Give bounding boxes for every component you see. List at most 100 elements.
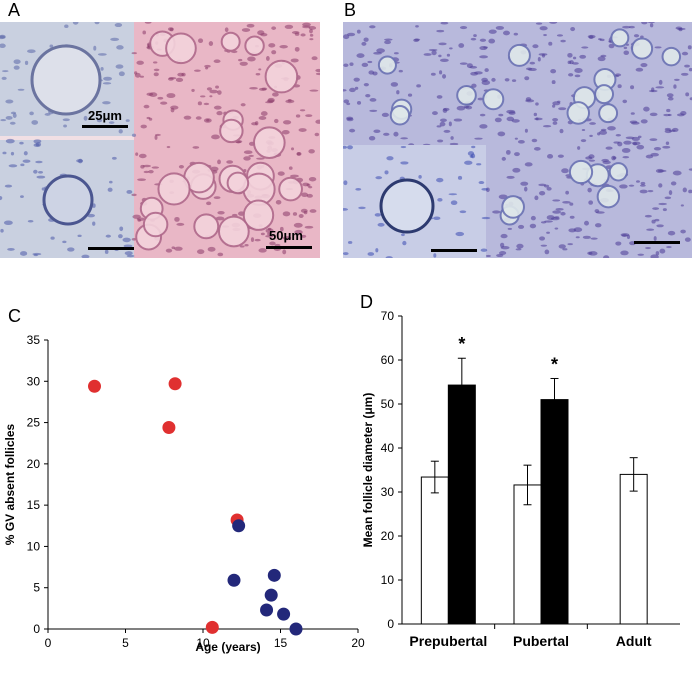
stromal-nucleus xyxy=(136,60,144,65)
stromal-nucleus xyxy=(540,221,547,224)
stromal-nucleus xyxy=(4,184,13,188)
stromal-nucleus xyxy=(243,156,251,161)
stromal-nucleus xyxy=(611,155,616,161)
stromal-nucleus xyxy=(203,118,212,123)
stromal-nucleus xyxy=(35,142,42,147)
stromal-nucleus xyxy=(258,115,267,120)
stromal-nucleus xyxy=(255,73,261,76)
stromal-nucleus xyxy=(111,156,117,160)
stromal-nucleus xyxy=(20,195,24,199)
stromal-nucleus xyxy=(619,184,628,189)
stromal-nucleus xyxy=(501,156,506,161)
stromal-nucleus xyxy=(431,50,437,56)
stromal-nucleus xyxy=(356,101,362,105)
follicle xyxy=(630,37,654,60)
micrograph-b-cells xyxy=(343,22,692,258)
stromal-nucleus xyxy=(293,222,303,228)
stromal-nucleus xyxy=(96,118,103,123)
stromal-nucleus xyxy=(176,222,185,226)
stromal-nucleus xyxy=(44,113,51,116)
stromal-nucleus xyxy=(480,248,488,252)
stromal-nucleus xyxy=(346,116,354,120)
y-tick-label: 10 xyxy=(27,539,41,553)
stromal-nucleus xyxy=(5,115,13,120)
stromal-nucleus xyxy=(107,187,113,192)
stromal-nucleus xyxy=(261,87,268,91)
stromal-nucleus xyxy=(622,25,631,29)
stromal-nucleus xyxy=(274,118,279,124)
y-tick-label: 10 xyxy=(381,573,395,587)
stromal-nucleus xyxy=(625,136,635,140)
stromal-nucleus xyxy=(271,50,277,55)
stromal-nucleus xyxy=(97,53,107,56)
stromal-nucleus xyxy=(481,77,488,82)
y-tick-label: 15 xyxy=(27,498,41,512)
stromal-nucleus xyxy=(213,196,221,200)
stromal-nucleus xyxy=(512,167,521,173)
follicle xyxy=(482,88,505,111)
stromal-nucleus xyxy=(256,157,265,160)
stromal-nucleus xyxy=(599,130,608,135)
stromal-nucleus xyxy=(450,200,458,206)
stromal-nucleus xyxy=(581,128,586,132)
stromal-nucleus xyxy=(374,213,381,217)
stromal-nucleus xyxy=(672,170,682,176)
stromal-nucleus xyxy=(664,196,672,200)
stromal-nucleus xyxy=(196,249,205,255)
stromal-nucleus xyxy=(102,82,112,85)
stromal-nucleus xyxy=(439,70,443,75)
stromal-nucleus xyxy=(449,142,459,146)
stromal-nucleus xyxy=(532,44,539,49)
stromal-nucleus xyxy=(110,37,120,41)
stromal-nucleus xyxy=(375,248,379,253)
stromal-nucleus xyxy=(561,168,569,174)
scale-label-main: 50μm xyxy=(269,228,303,243)
stromal-nucleus xyxy=(495,25,505,30)
y-axis-title: % GV absent follicles xyxy=(3,423,17,545)
stromal-nucleus xyxy=(349,128,356,133)
stromal-nucleus xyxy=(204,64,211,68)
stromal-nucleus xyxy=(64,24,69,29)
stromal-nucleus xyxy=(24,60,29,65)
stromal-nucleus xyxy=(160,101,168,105)
stromal-nucleus xyxy=(569,202,574,206)
stromal-nucleus xyxy=(479,55,488,59)
stromal-nucleus xyxy=(629,120,638,124)
stromal-nucleus xyxy=(443,129,451,133)
follicle xyxy=(501,195,525,219)
follicle xyxy=(566,101,591,125)
stromal-nucleus xyxy=(367,60,373,64)
stromal-nucleus xyxy=(688,189,692,194)
stromal-nucleus xyxy=(430,72,436,76)
stromal-nucleus xyxy=(655,86,665,89)
follicle xyxy=(608,162,629,182)
stromal-nucleus xyxy=(284,24,294,29)
stromal-nucleus xyxy=(645,154,654,159)
stromal-nucleus xyxy=(562,248,568,251)
stromal-nucleus xyxy=(478,180,485,185)
stromal-nucleus xyxy=(465,105,473,110)
stromal-nucleus xyxy=(565,190,569,195)
stromal-nucleus xyxy=(12,113,17,118)
stromal-nucleus xyxy=(195,116,202,120)
stromal-nucleus xyxy=(622,156,630,159)
stromal-nucleus xyxy=(171,246,176,250)
stromal-nucleus xyxy=(551,80,556,85)
stromal-nucleus xyxy=(200,95,206,98)
stromal-nucleus xyxy=(533,147,541,151)
y-tick-label: 25 xyxy=(27,416,41,430)
stromal-nucleus xyxy=(13,65,20,70)
stromal-nucleus xyxy=(300,208,308,213)
stromal-nucleus xyxy=(279,44,288,49)
stromal-nucleus xyxy=(459,62,468,65)
stromal-nucleus xyxy=(658,183,663,188)
stromal-nucleus xyxy=(552,199,561,202)
stromal-nucleus xyxy=(464,160,473,165)
stromal-nucleus xyxy=(5,138,15,144)
stromal-nucleus xyxy=(294,46,300,52)
stromal-nucleus xyxy=(590,237,598,240)
stromal-nucleus xyxy=(598,38,602,41)
stromal-nucleus xyxy=(377,222,385,227)
stromal-nucleus xyxy=(369,25,376,29)
stromal-nucleus xyxy=(305,114,313,118)
